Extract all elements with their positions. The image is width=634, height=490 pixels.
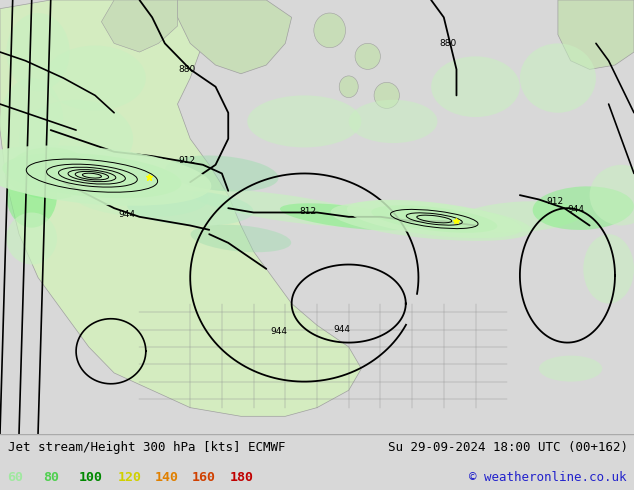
Polygon shape bbox=[0, 0, 361, 416]
Text: 880: 880 bbox=[178, 65, 196, 74]
Ellipse shape bbox=[68, 170, 116, 182]
Text: 944: 944 bbox=[271, 327, 287, 336]
Text: 100: 100 bbox=[79, 471, 103, 484]
Ellipse shape bbox=[406, 213, 462, 225]
Ellipse shape bbox=[19, 100, 133, 178]
Ellipse shape bbox=[6, 163, 57, 228]
Ellipse shape bbox=[533, 186, 634, 230]
Ellipse shape bbox=[339, 76, 358, 98]
Text: 120: 120 bbox=[117, 471, 141, 484]
Text: 944: 944 bbox=[119, 210, 135, 219]
Ellipse shape bbox=[58, 167, 126, 184]
Polygon shape bbox=[101, 0, 178, 52]
Ellipse shape bbox=[0, 146, 211, 206]
Ellipse shape bbox=[583, 234, 634, 304]
Text: 140: 140 bbox=[155, 471, 179, 484]
Text: 180: 180 bbox=[230, 471, 254, 484]
Ellipse shape bbox=[520, 44, 596, 113]
Text: 812: 812 bbox=[299, 207, 316, 216]
Text: 944: 944 bbox=[334, 325, 351, 334]
Polygon shape bbox=[178, 0, 292, 74]
Ellipse shape bbox=[349, 100, 437, 143]
Text: 80: 80 bbox=[43, 471, 59, 484]
Ellipse shape bbox=[391, 209, 478, 228]
Ellipse shape bbox=[46, 164, 138, 187]
Ellipse shape bbox=[424, 217, 445, 221]
Ellipse shape bbox=[26, 159, 158, 192]
Ellipse shape bbox=[165, 155, 278, 192]
Text: © weatheronline.co.uk: © weatheronline.co.uk bbox=[469, 471, 626, 484]
Ellipse shape bbox=[6, 213, 57, 265]
Ellipse shape bbox=[280, 203, 417, 230]
Text: Su 29-09-2024 18:00 UTC (00+162): Su 29-09-2024 18:00 UTC (00+162) bbox=[387, 441, 628, 454]
Text: 880: 880 bbox=[439, 39, 457, 48]
Ellipse shape bbox=[355, 44, 380, 70]
Text: 912: 912 bbox=[178, 156, 196, 165]
Text: 912: 912 bbox=[546, 197, 564, 206]
Ellipse shape bbox=[372, 205, 497, 233]
Ellipse shape bbox=[70, 173, 209, 217]
Ellipse shape bbox=[192, 190, 378, 227]
Text: Jet stream/Height 300 hPa [kts] ECMWF: Jet stream/Height 300 hPa [kts] ECMWF bbox=[8, 441, 285, 454]
Ellipse shape bbox=[347, 200, 522, 238]
Ellipse shape bbox=[590, 165, 634, 225]
Ellipse shape bbox=[330, 201, 532, 241]
Ellipse shape bbox=[431, 56, 520, 117]
Ellipse shape bbox=[127, 191, 254, 226]
Text: 160: 160 bbox=[192, 471, 216, 484]
Ellipse shape bbox=[539, 356, 602, 382]
Ellipse shape bbox=[374, 82, 399, 108]
Ellipse shape bbox=[75, 172, 108, 180]
Ellipse shape bbox=[247, 96, 361, 147]
Ellipse shape bbox=[191, 225, 291, 252]
Text: 60: 60 bbox=[8, 471, 23, 484]
Ellipse shape bbox=[456, 201, 583, 232]
Ellipse shape bbox=[0, 78, 63, 165]
Ellipse shape bbox=[6, 13, 70, 91]
Ellipse shape bbox=[6, 147, 95, 199]
Ellipse shape bbox=[314, 13, 346, 48]
Ellipse shape bbox=[82, 173, 101, 178]
Ellipse shape bbox=[3, 153, 181, 198]
Text: 944: 944 bbox=[567, 205, 584, 215]
Ellipse shape bbox=[417, 215, 452, 223]
Ellipse shape bbox=[44, 46, 146, 111]
Polygon shape bbox=[558, 0, 634, 70]
